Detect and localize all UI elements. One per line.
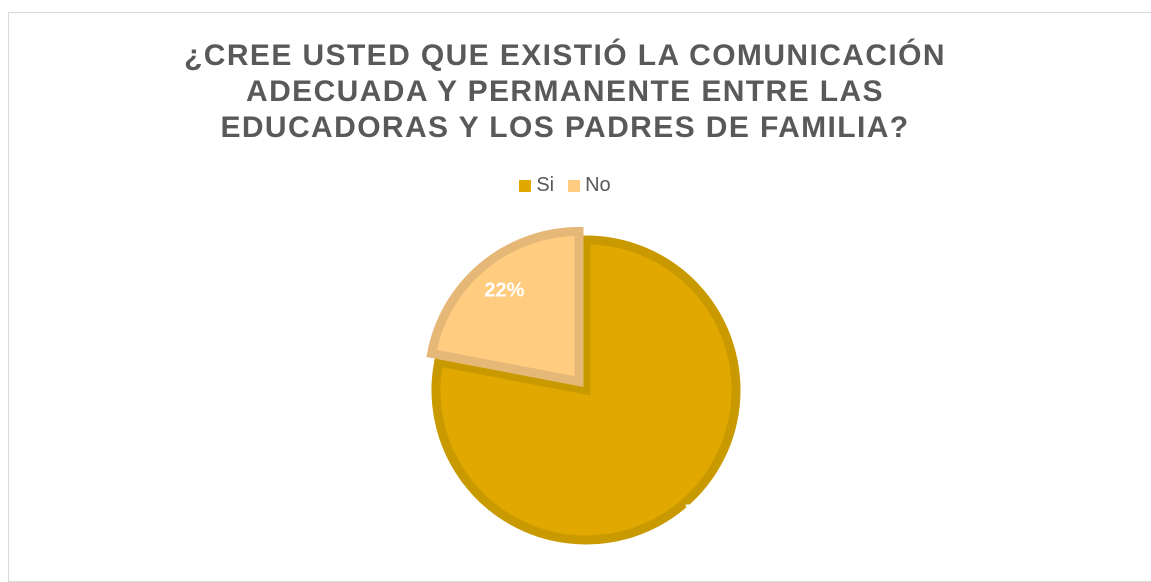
chart-title-line-1: ¿CREE USTED QUE EXISTIÓ LA COMUNICACIÓN — [184, 39, 946, 72]
chart-title: ¿CREE USTED QUE EXISTIÓ LA COMUNICACIÓN … — [0, 38, 1130, 146]
legend-swatch-no — [568, 179, 581, 192]
pie-slice-si — [431, 235, 741, 545]
legend-label-si: Si — [536, 174, 555, 196]
chart-title-line-3: EDUCADORAS Y LOS PADRES DE FAMILIA? — [220, 111, 910, 144]
pie-chart: 78% 22% — [426, 227, 741, 545]
data-label-no: 22% — [484, 280, 524, 302]
chart-title-line-2: ADECUADA Y PERMANENTE ENTRE LAS — [246, 75, 884, 108]
legend-label-no: No — [585, 174, 611, 196]
legend-item-no: No — [568, 174, 611, 197]
pie-slice-no — [426, 227, 584, 387]
chart-legend: Si No — [0, 174, 1130, 197]
data-label-si: 78% — [685, 501, 725, 523]
legend-item-si: Si — [519, 174, 554, 197]
legend-swatch-si — [519, 179, 532, 192]
